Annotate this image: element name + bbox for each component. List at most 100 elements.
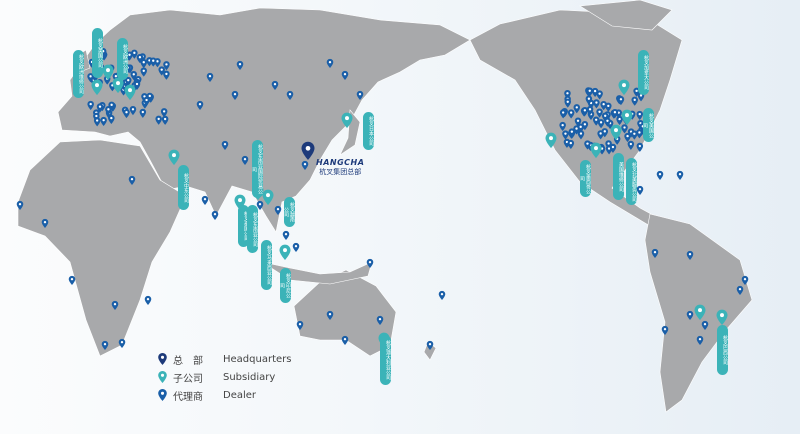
dealer-pin-icon[interactable]	[676, 170, 684, 180]
dealer-pin-icon[interactable]	[596, 90, 603, 100]
dealer-pin-icon[interactable]	[108, 114, 115, 124]
dealer-pin-icon[interactable]	[627, 140, 635, 150]
dealer-pin-icon[interactable]	[211, 210, 219, 220]
dealer-pin-icon[interactable]	[123, 108, 130, 119]
dealer-pin-icon[interactable]	[118, 338, 126, 348]
dealer-pin-icon[interactable]	[577, 130, 585, 140]
dealer-pin-icon[interactable]	[111, 300, 119, 310]
dealer-pin-icon[interactable]	[139, 108, 147, 118]
dealer-pin-icon[interactable]	[736, 285, 744, 295]
dealer-pin-icon[interactable]	[356, 90, 364, 100]
dealer-pin-icon[interactable]	[133, 80, 141, 90]
dealer-pin-icon[interactable]	[282, 230, 290, 240]
dealer-pin-icon[interactable]	[101, 340, 109, 350]
dealer-pin-icon[interactable]	[585, 95, 593, 105]
dealer-pin-icon[interactable]	[601, 128, 609, 138]
dealer-pin-icon[interactable]	[581, 107, 589, 117]
subsidiary-pin-icon[interactable]	[262, 189, 274, 205]
dealer-pin-icon[interactable]	[129, 106, 137, 116]
dealer-pin-icon[interactable]	[128, 175, 136, 185]
dealer-pin-icon[interactable]	[636, 129, 643, 139]
dealer-pin-icon[interactable]	[593, 99, 600, 109]
dealer-pin-icon[interactable]	[161, 115, 169, 125]
dealer-pin-icon[interactable]	[624, 132, 631, 142]
dealer-pin-icon[interactable]	[256, 200, 264, 210]
dealer-pin-icon[interactable]	[564, 98, 572, 108]
dealer-pin-icon[interactable]	[140, 58, 148, 69]
subsidiary-pin-icon[interactable]	[102, 64, 114, 80]
dealer-pin-icon[interactable]	[326, 58, 334, 68]
dealer-pin-icon[interactable]	[559, 121, 566, 132]
dealer-pin-icon[interactable]	[438, 290, 446, 300]
dealer-pin-icon[interactable]	[581, 121, 589, 131]
dealer-pin-icon[interactable]	[617, 96, 625, 106]
dealer-pin-icon[interactable]	[93, 117, 101, 127]
subsidiary-pin-icon[interactable]	[124, 84, 136, 100]
subsidiary-pin-icon[interactable]	[341, 112, 353, 128]
dealer-pin-icon[interactable]	[559, 109, 567, 119]
dealer-pin-icon[interactable]	[686, 310, 694, 320]
dealer-pin-icon[interactable]	[586, 87, 594, 97]
dealer-pin-icon[interactable]	[573, 104, 581, 114]
dealer-pin-icon[interactable]	[604, 117, 611, 127]
dealer-pin-icon[interactable]	[562, 130, 569, 140]
subsidiary-pin-icon[interactable]	[621, 109, 633, 125]
dealer-pin-icon[interactable]	[292, 242, 300, 252]
dealer-pin-icon[interactable]	[341, 70, 349, 80]
dealer-pin-icon[interactable]	[68, 275, 76, 285]
subsidiary-pin-icon[interactable]	[694, 304, 706, 320]
dealer-pin-icon[interactable]	[87, 100, 94, 110]
dealer-pin-icon[interactable]	[605, 102, 612, 112]
dealer-pin-icon[interactable]	[163, 70, 170, 80]
dealer-pin-icon[interactable]	[196, 100, 204, 110]
dealer-pin-icon[interactable]	[326, 310, 334, 320]
dealer-pin-icon[interactable]	[236, 60, 244, 70]
dealer-pin-icon[interactable]	[301, 160, 309, 170]
dealer-pin-icon[interactable]	[131, 49, 138, 59]
dealer-pin-icon[interactable]	[158, 66, 165, 76]
subsidiary-pin-icon[interactable]	[545, 132, 557, 148]
subsidiary-pin-icon[interactable]	[168, 149, 180, 165]
subsidiary-pin-icon[interactable]	[618, 79, 630, 95]
dealer-pin-icon[interactable]	[656, 170, 664, 180]
dealer-pin-icon[interactable]	[609, 143, 617, 153]
dealer-pin-icon[interactable]	[271, 80, 279, 90]
dealer-pin-icon[interactable]	[105, 106, 112, 116]
dealer-pin-icon[interactable]	[567, 109, 575, 119]
dealer-pin-icon[interactable]	[567, 139, 575, 149]
dealer-pin-icon[interactable]	[96, 103, 104, 113]
dealer-pin-icon[interactable]	[426, 340, 434, 350]
subsidiary-pin-icon[interactable]	[91, 79, 103, 95]
dealer-pin-icon[interactable]	[597, 119, 605, 129]
dealer-pin-icon[interactable]	[661, 325, 669, 335]
dealer-pin-icon[interactable]	[143, 96, 150, 106]
subsidiary-pin-icon[interactable]	[112, 77, 124, 93]
dealer-pin-icon[interactable]	[591, 87, 599, 97]
dealer-pin-icon[interactable]	[600, 100, 607, 111]
dealer-pin-icon[interactable]	[160, 108, 168, 118]
subsidiary-pin-icon[interactable]	[590, 142, 602, 158]
dealer-pin-icon[interactable]	[155, 115, 162, 125]
dealer-pin-icon[interactable]	[231, 90, 239, 100]
dealer-pin-icon[interactable]	[206, 72, 214, 82]
dealer-pin-icon[interactable]	[636, 185, 644, 195]
dealer-pin-icon[interactable]	[651, 248, 659, 258]
dealer-pin-icon[interactable]	[631, 96, 638, 106]
dealer-pin-icon[interactable]	[621, 124, 628, 134]
dealer-pin-icon[interactable]	[631, 130, 638, 140]
dealer-pin-icon[interactable]	[366, 258, 374, 268]
subsidiary-pin-icon[interactable]	[716, 309, 728, 325]
dealer-pin-icon[interactable]	[584, 140, 591, 150]
dealer-pin-icon[interactable]	[296, 320, 304, 330]
dealer-pin-icon[interactable]	[616, 115, 623, 125]
dealer-pin-icon[interactable]	[241, 155, 249, 165]
dealer-pin-icon[interactable]	[741, 275, 749, 285]
dealer-pin-icon[interactable]	[686, 250, 694, 260]
dealer-pin-icon[interactable]	[592, 116, 600, 126]
dealer-pin-icon[interactable]	[124, 76, 132, 87]
dealer-pin-icon[interactable]	[16, 200, 24, 210]
dealer-pin-icon[interactable]	[41, 218, 49, 228]
dealer-pin-icon[interactable]	[201, 195, 209, 205]
dealer-pin-icon[interactable]	[696, 335, 704, 345]
dealer-pin-icon[interactable]	[611, 108, 619, 119]
